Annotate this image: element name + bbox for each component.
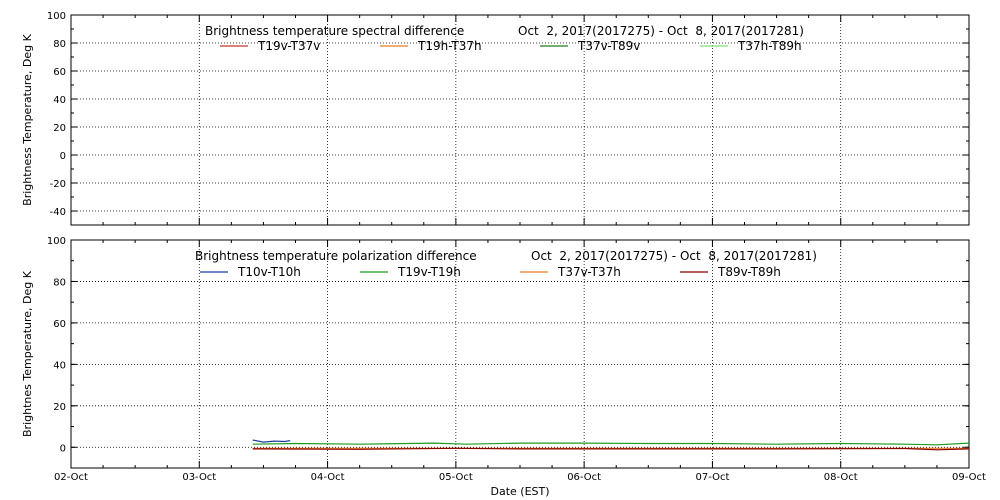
x-tick-label: 02-Oct: [54, 472, 88, 483]
spectral-y-tick-label: 20: [53, 123, 66, 134]
spectral-date-range: Oct 2, 2017(2017275) - Oct 8, 2017(20172…: [518, 24, 804, 38]
x-tick-label: 06-Oct: [567, 472, 601, 483]
spectral-y-tick-label: -20: [50, 179, 66, 190]
polarization-y-tick-label: 40: [53, 360, 66, 371]
polarization-legend-label: T19v-T19h: [397, 265, 461, 279]
x-tick-label: 08-Oct: [824, 472, 858, 483]
polarization-series-line: [252, 447, 970, 451]
polarization-y-tick-label: 20: [53, 402, 66, 413]
spectral-grid: [70, 15, 970, 225]
spectral-legend-label: T37v-T89v: [577, 39, 640, 53]
polarization-y-tick-label: 100: [47, 236, 66, 247]
spectral-legend: T19v-T37v T19h-T37h T37v-T89v T37h-T89h: [220, 39, 802, 53]
spectral-legend-label: T19v-T37v: [257, 39, 320, 53]
polarization-y-tick-label: 60: [53, 319, 66, 330]
polarization-x-ticks: 02-Oct 03-Oct 04-Oct 05-Oct 06-Oct 07-Oct 08-O…: [54, 472, 986, 483]
polarization-legend-label: T10v-T10h: [237, 265, 301, 279]
polarization-grid: [70, 240, 970, 468]
polarization-legend-label: T89v-T89h: [717, 265, 781, 279]
spectral-difference-panel: 100 80 60 40 20 0 -20 -40 Brightness temperatur…: [21, 11, 970, 226]
polarization-y-ticks: 100 80 60 40 20 0: [47, 236, 969, 469]
spectral-legend-label: T19h-T37h: [417, 39, 482, 53]
spectral-y-tick-label: 80: [53, 39, 66, 50]
spectral-y-axis-label: Brightness Temperature, Deg K: [21, 33, 34, 205]
polarization-y-tick-label: 0: [60, 443, 66, 454]
spectral-y-ticks: 100 80 60 40 20 0 -20 -40: [47, 11, 969, 226]
polarization-series: [252, 439, 970, 451]
polarization-y-axis-label: Brightnes Temperature, Deg K: [21, 270, 34, 437]
x-axis-label: Date (EST): [490, 485, 549, 498]
x-tick-label: 09-Oct: [952, 472, 986, 483]
polarization-y-tick-label: 80: [53, 277, 66, 288]
spectral-chart-title: Brightness temperature spectral differen…: [205, 24, 464, 38]
spectral-y-tick-label: -40: [50, 207, 66, 218]
spectral-y-tick-label: 100: [47, 11, 66, 22]
x-tick-label: 07-Oct: [695, 472, 729, 483]
spectral-y-tick-label: 0: [60, 151, 66, 162]
polarization-series-line: [252, 439, 291, 443]
x-tick-label: 03-Oct: [182, 472, 216, 483]
polarization-date-range: Oct 2, 2017(2017275) - Oct 8, 2017(20172…: [531, 249, 817, 263]
polarization-difference-panel: 100 80 60 40 20 0 02-Oct 03-Oct 04-Oct 05-Oct 06-…: [21, 236, 986, 498]
spectral-legend-label: T37h-T89h: [737, 39, 802, 53]
x-tick-label: 04-Oct: [311, 472, 345, 483]
polarization-chart-title: Brightness temperature polarization diff…: [195, 249, 477, 263]
polarization-legend: T10v-T10h T19v-T19h T37v-T37h T89v-T89h: [200, 265, 781, 279]
polarization-legend-label: T37v-T37h: [557, 265, 621, 279]
polarization-series-line: [252, 442, 970, 446]
x-tick-label: 05-Oct: [439, 472, 473, 483]
spectral-y-tick-label: 40: [53, 95, 66, 106]
spectral-y-tick-label: 60: [53, 67, 66, 78]
